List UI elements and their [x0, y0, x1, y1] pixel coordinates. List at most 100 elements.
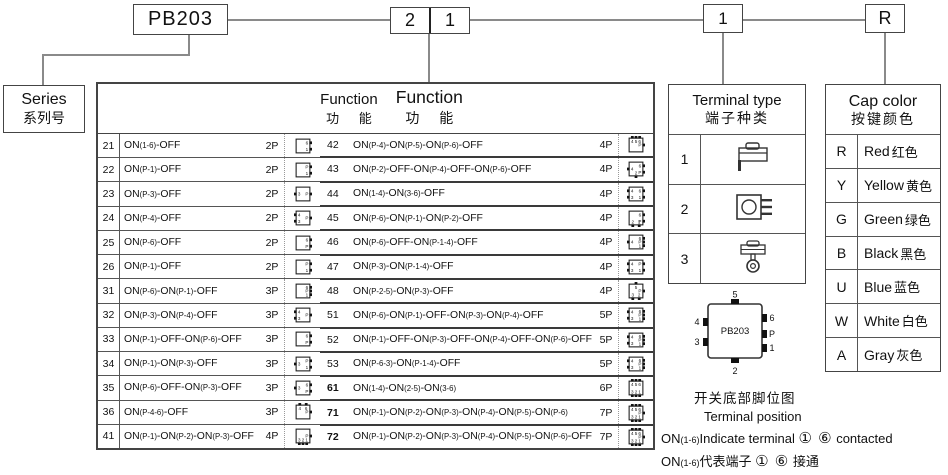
terminal-code: 1: [718, 8, 728, 28]
function-table-body: 21 ON(1-6)-OFF 2P 6 1 22 ON(P-1)-OFF 2P P 1 23 ON(P…: [98, 134, 653, 449]
pin-1-label: 1: [769, 343, 774, 353]
function-header-zh: 功 能: [405, 110, 462, 126]
ring-lug-terminal-icon: [740, 240, 766, 273]
series-code: PB203: [147, 8, 214, 30]
function-row-41: 41 ON(P-1)-ON(P-2)-ON(P-3)-OFF 4P 3 2 1 P: [98, 423, 320, 449]
function-table-left-half: 21 ON(1-6)-OFF 2P 6 1 22 ON(P-1)-OFF 2P P 1 23 ON(P…: [98, 134, 320, 449]
pin-config-icon: 6P: [295, 235, 312, 250]
function-description: ON(P-2)-OFF-ON(P-4)-OFF-ON(P-6)-OFF: [353, 163, 532, 175]
poles-label: 6P: [599, 382, 613, 395]
poles-label: 3P: [265, 357, 279, 370]
pcb-pin-terminal-icon: [736, 194, 772, 220]
function-code-number: 21: [98, 134, 120, 158]
svg-text:4: 4: [631, 261, 634, 266]
svg-text:3: 3: [631, 390, 634, 395]
svg-text:3: 3: [631, 414, 634, 419]
svg-text:6: 6: [305, 285, 308, 290]
pin-3-label: 3: [694, 337, 699, 347]
function-row-21: 21 ON(1-6)-OFF 2P 6 1: [98, 134, 320, 158]
connector-line: [228, 19, 390, 21]
pin-config-icon: 53 2P: [628, 282, 645, 301]
cap-color-header: Cap color 按键颜色: [826, 85, 940, 135]
function-header-block: Function 功 能: [396, 84, 463, 128]
function-description: ON(P-2-5)-ON(P-3)-OFF: [353, 285, 454, 297]
svg-text:P: P: [638, 170, 641, 175]
function-description: ON(P-4)-ON(P-5)-ON(P-6)-OFF: [353, 139, 483, 151]
note-on: ON: [661, 431, 681, 446]
terminal-note-zh: ON(1-6)代表端子 ① ⑥ 接通: [661, 451, 819, 470]
svg-text:6: 6: [305, 140, 308, 145]
svg-text:1: 1: [638, 220, 641, 225]
svg-text:1: 1: [638, 390, 641, 395]
cap-color-code-letter: Y: [826, 168, 858, 202]
pin-3-nub: [703, 338, 708, 346]
cap-color-row-Y: Y Yellow 黄色: [826, 167, 940, 202]
cap-color-code-letter: U: [826, 270, 858, 304]
svg-text:P: P: [305, 261, 308, 266]
cap-color-name: Red 红色: [864, 143, 918, 160]
function-row-36: 36 ON(P-4-6)-OFF 3P 4 6 P: [98, 399, 320, 424]
svg-text:3: 3: [631, 195, 634, 200]
terminal-type-icon-cell: [701, 135, 805, 184]
poles-label: 2P: [265, 163, 279, 176]
pin-config-icon: 36 P: [293, 380, 312, 396]
svg-text:1: 1: [639, 317, 642, 322]
cap-color-code-letter: R: [826, 135, 858, 168]
pin-config-icon: 43P: [293, 210, 312, 226]
connector-line: [722, 33, 724, 84]
function-row-23: 23 ON(P-3)-OFF 2P 3 P: [98, 181, 320, 206]
poles-label: 4P: [599, 212, 613, 225]
poles-label: 4P: [599, 187, 613, 200]
svg-text:4: 4: [631, 431, 634, 436]
svg-text:6: 6: [305, 237, 308, 242]
poles-label: 4P: [599, 139, 613, 152]
function-description: ON(P-1)-OFF: [124, 164, 182, 176]
pin-6-nub: [762, 314, 767, 322]
svg-text:2: 2: [635, 171, 638, 176]
function-table-header: Function 功 能 Function 功 能: [98, 84, 653, 134]
pin-config-icon: P1: [295, 162, 312, 178]
svg-text:1: 1: [305, 268, 308, 273]
svg-text:3: 3: [631, 316, 634, 321]
cap-color-code-letter: G: [826, 202, 858, 236]
svg-text:6: 6: [639, 213, 642, 218]
svg-text:3: 3: [297, 192, 300, 197]
poles-label: 4P: [599, 260, 613, 273]
cap-color-name-zh: 黄色: [905, 178, 932, 194]
function-row-72: 72 ON(P-1)-ON(P-2)-ON(P-3)-ON(P-4)-ON(P-5…: [320, 423, 653, 449]
function-description: ON(P-3)-OFF: [124, 188, 182, 200]
terminal-type-title-en: Terminal type: [692, 92, 782, 110]
function-row-22: 22 ON(P-1)-OFF 2P P 1: [98, 157, 320, 182]
svg-text:P: P: [638, 313, 641, 318]
svg-text:1: 1: [305, 365, 308, 370]
svg-text:1: 1: [639, 365, 642, 370]
function-row-33: 33 ON(P-1)-OFF-ON(P-6)-OFF 3P 6 P: [98, 326, 320, 352]
pin-diagram-caption-en: Terminal position: [704, 409, 802, 424]
cap-color-name: Blue 蓝色: [864, 278, 921, 296]
pin-config-icon: 4 3P 1: [627, 259, 645, 275]
terminal-type-row-2: 2: [669, 183, 805, 234]
poles-label: 5P: [599, 357, 613, 370]
function-row-24: 24 ON(P-4)-OFF 2P 4 3 P: [98, 205, 320, 230]
cap-color-table: Cap color 按键颜色 R Red 红色 Y Yellow 黄色 G Green 绿色 B B…: [825, 84, 941, 372]
series-label-zh: 系列号: [23, 110, 65, 127]
svg-text:P: P: [638, 337, 641, 342]
terminal-type-title-zh: 端子种类: [705, 110, 769, 127]
svg-text:3: 3: [631, 365, 634, 370]
function-code-number: 72: [327, 430, 339, 443]
svg-text:2: 2: [635, 438, 638, 443]
function-row-61: 61 ON(1-4)-ON(2-5)-ON(3-6) 6P 4 5 6 3 2 1: [320, 375, 653, 400]
function-header-en: Function: [320, 91, 378, 108]
connector-line: [428, 34, 430, 82]
